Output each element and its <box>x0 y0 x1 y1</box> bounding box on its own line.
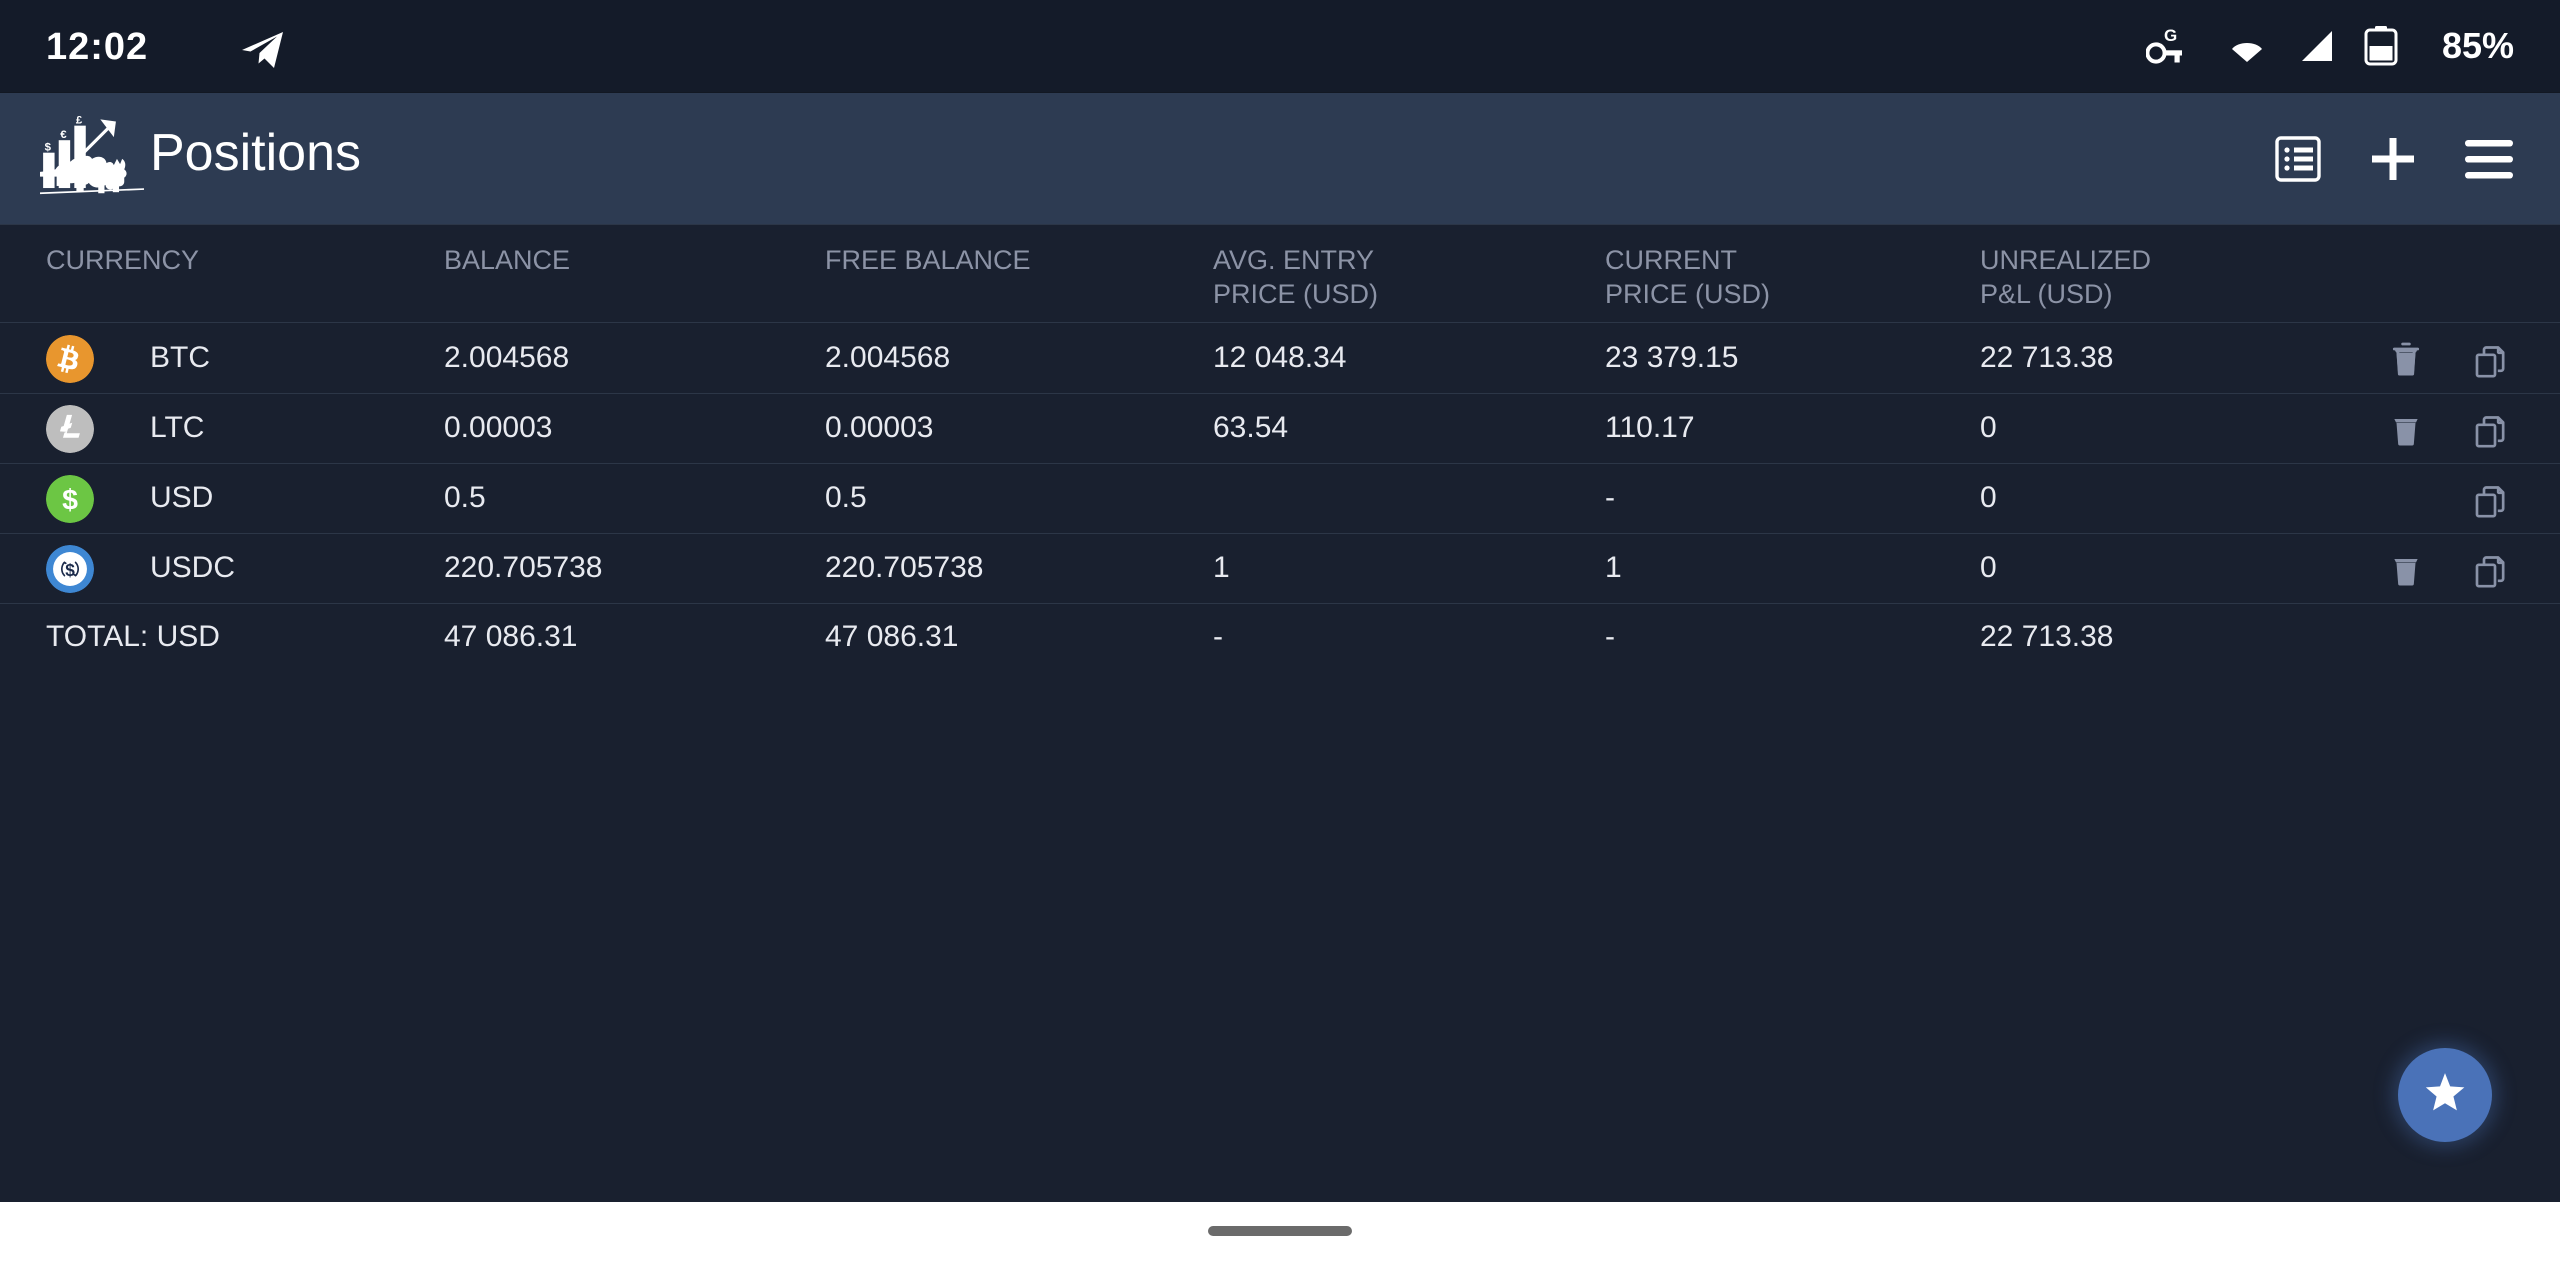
svg-text:$: $ <box>45 142 52 154</box>
svg-text:£: £ <box>76 115 83 127</box>
svg-text:G: G <box>2164 26 2177 45</box>
svg-text:€: € <box>60 129 67 141</box>
svg-text:$: $ <box>62 485 78 517</box>
svg-text:$: $ <box>65 560 75 580</box>
